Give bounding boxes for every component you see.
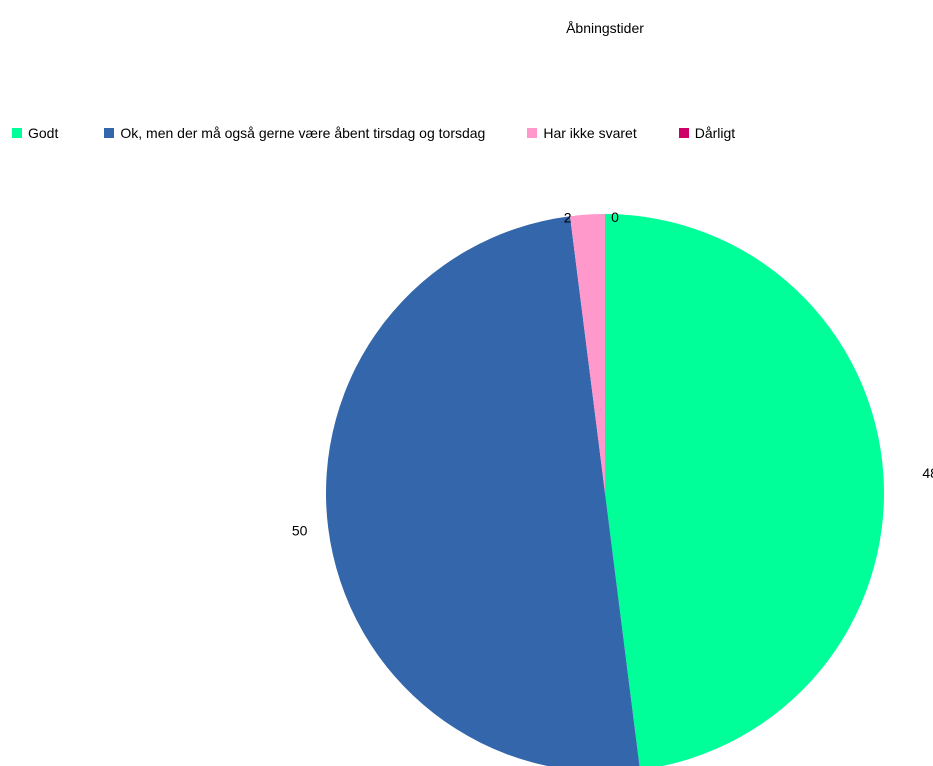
legend-label-darligt: Dårligt [694,125,736,141]
legend-label-har-ikke-svaret: Har ikke svaret [543,125,637,141]
legend-swatch-har-ikke-svaret [527,128,538,138]
data-label-godt: 48 [922,465,933,481]
legend-item-ok: Ok, men der må også gerne være åbent tir… [104,125,485,141]
legend-label-godt: Godt [28,125,59,141]
data-label-har-ikke-svaret: 2 [564,210,572,226]
pie-slices [325,214,884,766]
data-label-darligt: 0 [611,209,619,225]
legend-item-har-ikke-svaret: Har ikke svaret [527,125,637,141]
legend-item-darligt: Dårligt [678,125,736,141]
pie-slice-ok [325,216,640,766]
legend-item-godt: Godt [12,125,58,141]
chart-title: Åbningstider [566,20,644,36]
pie-data-labels: 48 50 2 0 [292,209,933,539]
legend-swatch-godt [12,128,22,138]
pie-slice-godt [605,214,884,766]
legend-swatch-ok [104,128,115,138]
legend: Godt Ok, men der må også gerne være åben… [12,125,735,141]
data-label-ok: 50 [292,523,308,539]
legend-swatch-darligt [678,128,689,138]
legend-label-ok: Ok, men der må også gerne være åbent tir… [120,125,486,141]
pie-slice-har-ikke-svaret [570,214,605,493]
